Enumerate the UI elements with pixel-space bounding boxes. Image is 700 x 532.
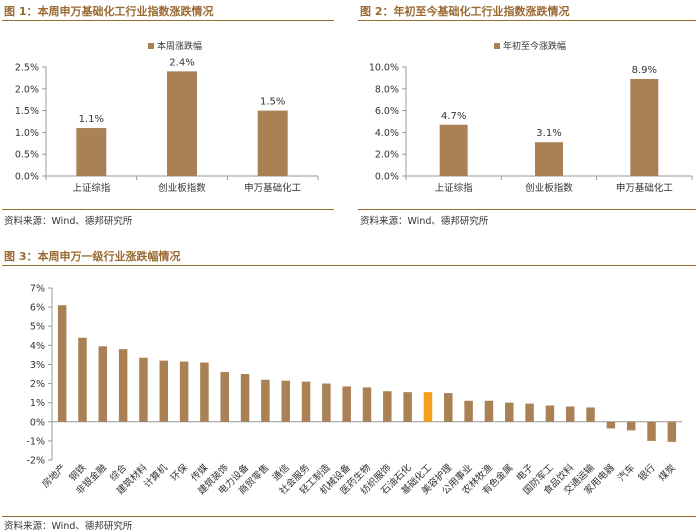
bar-计算机 xyxy=(159,360,169,422)
bar-医药生物 xyxy=(362,387,372,422)
fig2-title-rule xyxy=(358,20,696,21)
bar-建筑装饰 xyxy=(220,372,229,422)
bar-通信 xyxy=(281,380,290,422)
bar-建筑材料 xyxy=(139,357,148,422)
bar-商贸零售 xyxy=(261,379,270,422)
legend-label: 年初至今涨跌幅 xyxy=(503,40,566,52)
y-tick-label: 3% xyxy=(30,360,45,371)
bar-有色金属 xyxy=(505,402,514,422)
category-label: 计算机 xyxy=(141,461,170,490)
bar-银行 xyxy=(647,421,656,441)
category-label: 汽车 xyxy=(615,462,637,484)
category-label: 上证综指 xyxy=(72,182,111,194)
bar-煤炭 xyxy=(667,421,677,442)
bar-房地产 xyxy=(57,305,67,422)
bar-石油石化 xyxy=(403,392,412,422)
fig1-source: 资料来源：Wind、德邦研究所 xyxy=(4,216,133,227)
category-label: 创业板指数 xyxy=(158,182,206,194)
fig1-title: 图 1：本周申万基础化工行业指数涨跌情况 xyxy=(4,5,214,18)
fig2-source-rule xyxy=(358,209,696,210)
y-tick-label: 4% xyxy=(30,341,45,352)
bar-农林牧渔 xyxy=(484,400,494,422)
bar-国防军工 xyxy=(545,405,555,422)
y-tick-label: 1% xyxy=(30,398,45,409)
bar-汽车 xyxy=(626,421,636,431)
fig2-title: 图 2：年初至今基础化工行业指数涨跌情况 xyxy=(360,5,570,18)
bar-社会服务 xyxy=(301,381,311,422)
y-tick-label: 6% xyxy=(30,303,45,314)
category-label: 申万基础化工 xyxy=(616,182,674,194)
y-tick-label: 2% xyxy=(30,379,45,390)
y-tick-label: 2.0% xyxy=(375,150,399,161)
fig1-source-rule xyxy=(2,209,334,210)
y-tick-label: -1% xyxy=(27,436,46,447)
bar-创业板指数 xyxy=(167,71,197,176)
y-tick-label: 10.0% xyxy=(369,63,399,74)
fig1-chart: 0.0% 0.5% 1.0% 1.5% 2.0% 2.5% 1.1% 上证综指 2.4% 创业板指… xyxy=(15,40,319,194)
bar-美容护理 xyxy=(444,393,453,422)
data-label: 1.1% xyxy=(79,114,104,125)
y-tick-label: 0.0% xyxy=(375,172,399,183)
category-label: 煤炭 xyxy=(656,461,678,483)
bar-纺织服饰 xyxy=(383,391,392,422)
y-tick-label: 2.0% xyxy=(15,84,39,95)
bar-公用事业 xyxy=(464,400,473,422)
fig2-chart: 0.0% 2.0% 4.0% 6.0% 8.0% 10.0% 4.7% 上证综指 3.1% 创业板… xyxy=(369,40,693,194)
bar-传媒 xyxy=(200,362,209,422)
fig3-title: 图 3：本周申万一级行业涨跌幅情况 xyxy=(4,250,181,263)
fig1-title-rule xyxy=(2,20,334,21)
y-tick-label: 1.0% xyxy=(15,128,39,139)
bar-综合 xyxy=(118,349,128,422)
y-tick-label: 0.0% xyxy=(15,172,39,183)
category-label: 申万基础化工 xyxy=(244,182,302,194)
bar-申万基础化工 xyxy=(257,110,288,176)
bar-申万基础化工 xyxy=(630,78,659,176)
y-tick-label: 2.5% xyxy=(15,63,39,74)
bar-基础化工 xyxy=(423,392,433,422)
fig2-source: 资料来源：Wind、德邦研究所 xyxy=(360,216,489,227)
bar-钢铁 xyxy=(78,337,87,422)
bar-交通运输 xyxy=(586,407,595,422)
y-tick-label: 6.0% xyxy=(375,106,399,117)
y-tick-label: -2% xyxy=(27,456,46,467)
bar-电子 xyxy=(525,403,534,422)
y-tick-label: 7% xyxy=(30,284,45,295)
category-label: 环保 xyxy=(168,461,190,483)
bar-电力设备 xyxy=(240,374,250,422)
data-label: 8.9% xyxy=(632,65,657,76)
legend-label: 本周涨跌幅 xyxy=(157,40,202,52)
bar-非银金融 xyxy=(98,346,108,422)
bar-家用电器 xyxy=(606,421,616,429)
y-tick-label: 0% xyxy=(30,417,45,428)
y-tick-label: 8.0% xyxy=(375,84,399,95)
bar-轻工制造 xyxy=(322,383,331,422)
data-label: 4.7% xyxy=(441,111,466,122)
y-tick-label: 0.5% xyxy=(15,150,39,161)
y-tick-label: 5% xyxy=(30,322,45,333)
fig3-source-rule xyxy=(2,516,696,517)
y-tick-label: 4.0% xyxy=(375,128,399,139)
data-label: 2.4% xyxy=(169,57,194,68)
bar-创业板指数 xyxy=(535,142,563,176)
y-tick-label: 1.5% xyxy=(15,106,39,117)
legend-swatch xyxy=(494,43,500,49)
legend-swatch xyxy=(148,43,154,49)
data-label: 3.1% xyxy=(536,128,561,139)
bar-环保 xyxy=(179,361,189,422)
category-label: 银行 xyxy=(636,461,658,483)
bar-机械设备 xyxy=(342,386,351,422)
category-label: 创业板指数 xyxy=(525,182,573,194)
bar-上证综指 xyxy=(439,124,468,176)
fig3-source: 资料来源：Wind、德邦研究所 xyxy=(4,521,133,532)
bar-食品饮料 xyxy=(565,406,575,422)
bar-上证综指 xyxy=(76,128,107,176)
category-label: 上证综指 xyxy=(435,182,474,194)
fig3-title-rule xyxy=(2,265,696,266)
data-label: 1.5% xyxy=(260,97,285,108)
